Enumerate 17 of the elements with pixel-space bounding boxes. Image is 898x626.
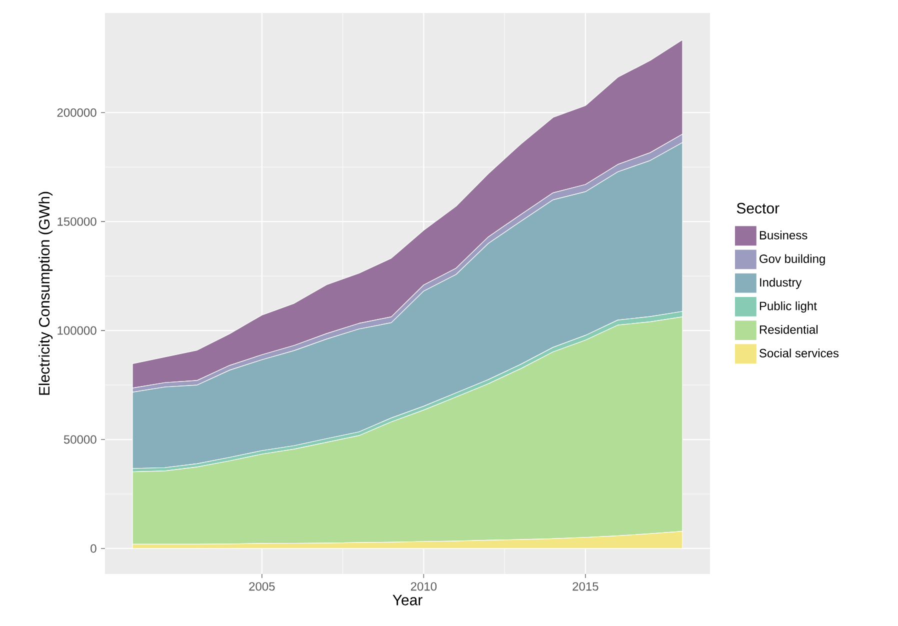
- legend-title: Sector: [736, 202, 780, 214]
- x-tick-label: 2005: [249, 582, 275, 591]
- legend-label: Social services: [760, 348, 839, 358]
- legend-label: Public light: [760, 301, 817, 313]
- legend-label: Residential: [760, 325, 818, 334]
- legend-label: Gov building: [760, 254, 825, 266]
- x-tick-label: 2015: [572, 582, 598, 591]
- y-tick-label: 50000: [64, 435, 96, 444]
- legend-label: Business: [760, 230, 808, 240]
- y-axis-title: Electricity Consumption (GWh): [38, 192, 53, 395]
- y-tick-label: 0: [90, 544, 96, 553]
- legend-label: Industry: [760, 278, 802, 290]
- x-axis-title: Year: [392, 594, 422, 606]
- y-tick-label: 150000: [58, 217, 96, 226]
- y-tick-label: 200000: [57, 108, 96, 117]
- x-tick-label: 2010: [410, 582, 437, 591]
- y-tick-label: 100000: [58, 326, 96, 335]
